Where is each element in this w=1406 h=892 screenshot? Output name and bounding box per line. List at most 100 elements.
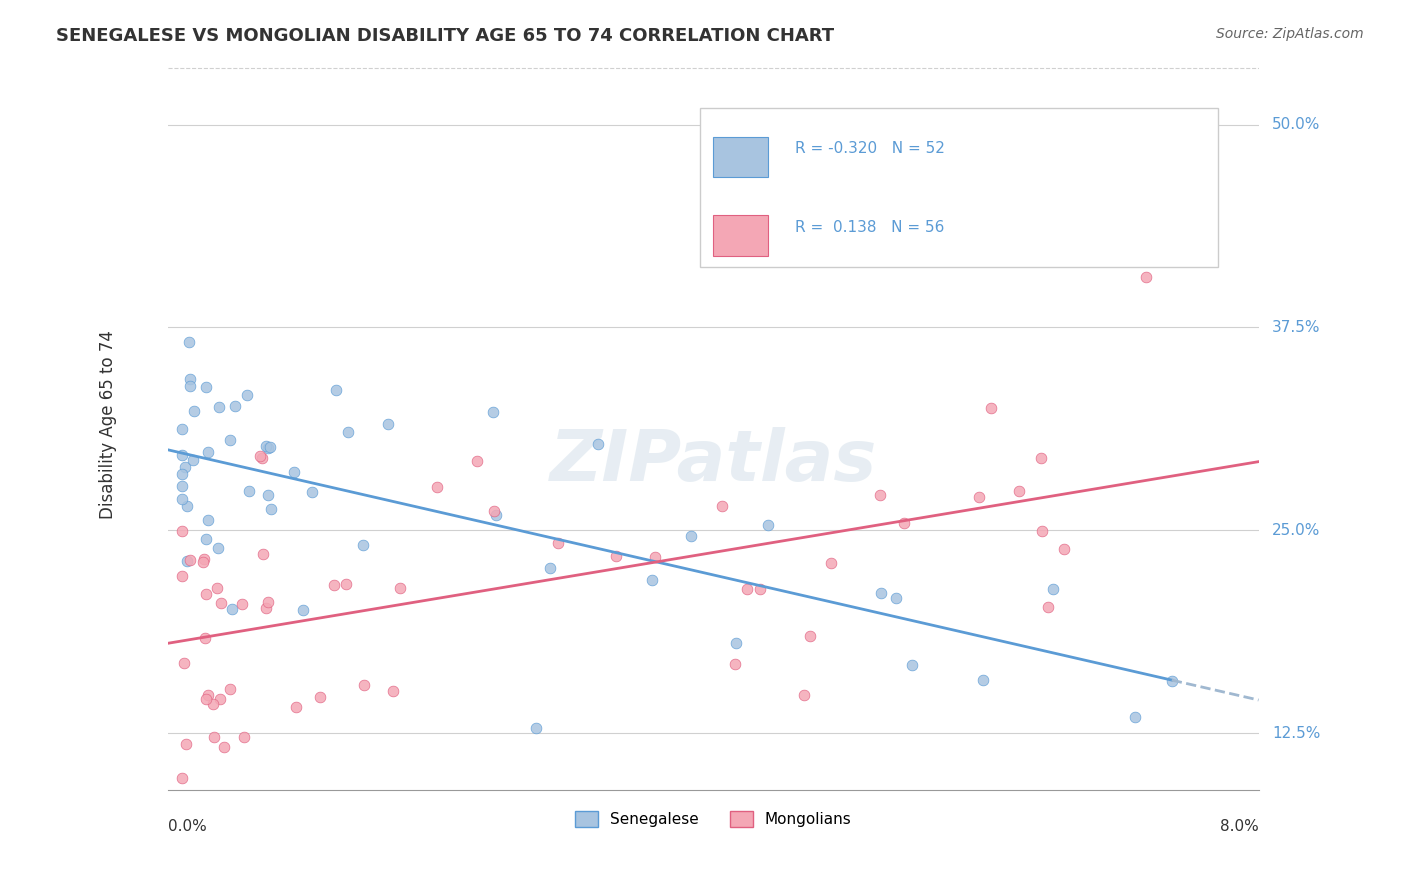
Text: 50.0%: 50.0% (1272, 117, 1320, 132)
Point (481, 405, 503, 419)
Point (426, 480, 449, 494)
Point (309, 690, 332, 704)
Point (197, 513, 219, 527)
Point (173, 459, 195, 474)
Point (193, 552, 215, 566)
Point (221, 602, 243, 616)
Point (170, 568, 193, 582)
Point (257, 594, 280, 608)
Point (233, 730, 256, 744)
Point (236, 387, 259, 401)
Point (285, 700, 308, 714)
Point (972, 673, 994, 687)
Point (735, 582, 758, 596)
Point (901, 658, 924, 673)
Point (259, 440, 281, 454)
Point (201, 697, 224, 711)
Point (170, 492, 193, 507)
Point (211, 596, 233, 610)
Point (1029, 450, 1052, 465)
Point (377, 417, 399, 431)
Point (586, 436, 609, 450)
Point (1008, 484, 1031, 499)
Point (389, 581, 412, 595)
FancyBboxPatch shape (700, 108, 1218, 268)
Text: 8.0%: 8.0% (1220, 819, 1258, 834)
Point (793, 688, 815, 702)
Point (538, 561, 561, 575)
Point (256, 488, 278, 502)
Point (179, 553, 201, 567)
Point (524, 721, 547, 735)
Point (179, 372, 201, 386)
Legend: Senegalese, Mongolians: Senegalese, Mongolians (569, 805, 858, 833)
Point (249, 449, 271, 463)
Text: R = -0.320   N = 52: R = -0.320 N = 52 (796, 141, 945, 156)
Point (205, 581, 228, 595)
Point (191, 555, 214, 569)
Point (208, 401, 231, 415)
Point (893, 516, 915, 531)
Point (170, 467, 193, 482)
Point (170, 771, 193, 785)
Point (170, 479, 193, 493)
Point (170, 524, 193, 538)
Point (183, 403, 205, 417)
Text: 12.5%: 12.5% (1272, 725, 1320, 740)
Text: 0.0%: 0.0% (169, 819, 207, 834)
Point (179, 379, 201, 393)
Point (174, 737, 197, 751)
Point (209, 692, 232, 706)
Point (252, 547, 274, 561)
Text: Source: ZipAtlas.com: Source: ZipAtlas.com (1216, 27, 1364, 41)
Point (605, 549, 627, 564)
Point (219, 433, 242, 447)
Point (325, 383, 347, 397)
Point (238, 483, 260, 498)
Point (1123, 710, 1146, 724)
Text: ZIPatlas: ZIPatlas (550, 426, 877, 496)
Point (224, 399, 246, 413)
Point (194, 532, 217, 546)
Point (173, 656, 195, 670)
Point (202, 730, 225, 744)
Text: 37.5%: 37.5% (1272, 320, 1320, 334)
Text: R =  0.138   N = 56: R = 0.138 N = 56 (796, 219, 945, 235)
Point (1036, 599, 1059, 614)
Point (485, 508, 508, 522)
Point (231, 597, 253, 611)
Point (1042, 582, 1064, 596)
Point (170, 448, 193, 462)
Point (641, 574, 664, 588)
Point (869, 488, 891, 502)
Point (335, 577, 357, 591)
Point (219, 682, 242, 697)
Point (197, 688, 219, 702)
Point (322, 578, 344, 592)
Point (482, 504, 505, 518)
Point (170, 422, 193, 436)
Point (194, 380, 217, 394)
Point (194, 587, 217, 601)
Point (723, 657, 745, 671)
Point (337, 425, 360, 439)
Point (214, 739, 236, 754)
Point (820, 557, 842, 571)
Point (381, 684, 404, 698)
FancyBboxPatch shape (713, 136, 768, 178)
Point (291, 603, 314, 617)
Point (283, 466, 305, 480)
Point (980, 401, 1002, 415)
Point (352, 538, 374, 552)
Point (197, 445, 219, 459)
Point (301, 484, 323, 499)
Point (176, 554, 198, 568)
Point (724, 636, 747, 650)
Point (176, 499, 198, 513)
Point (250, 451, 273, 466)
Point (465, 453, 488, 467)
Point (194, 631, 217, 645)
Point (1160, 673, 1182, 688)
Point (644, 550, 666, 565)
Point (799, 629, 821, 643)
